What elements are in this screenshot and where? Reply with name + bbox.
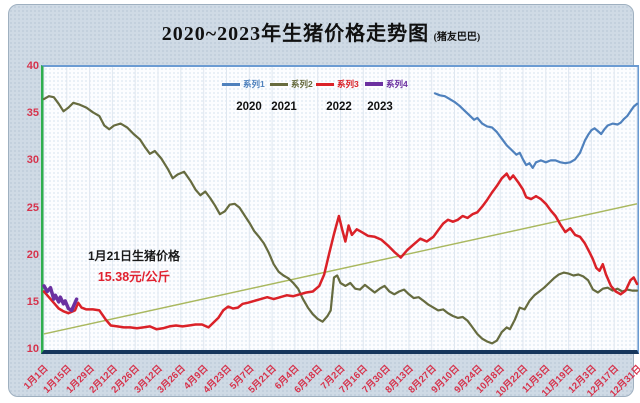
- legend-swatch-2022: [316, 82, 334, 86]
- series-line-2022: [42, 172, 639, 331]
- price-annotation: 1月21日生猪价格 15.38元/公斤: [61, 247, 207, 285]
- legend-label-2022: 系列3: [337, 79, 359, 89]
- y-tick-label: 25: [26, 201, 39, 214]
- legend-swatch-2021: [270, 82, 288, 86]
- legend: 系列1 系列2 系列3 系列4: [9, 78, 640, 90]
- legend-year-2021: 2021: [271, 101, 297, 113]
- series-line-2023: [42, 284, 79, 313]
- legend-years: 2020 2021 2022 2023: [9, 101, 640, 115]
- y-tick-label: 15: [26, 295, 39, 308]
- chart-title-suffix: (猪友巴巴): [433, 32, 481, 43]
- legend-year-2023: 2023: [367, 101, 393, 113]
- legend-label-2023: 系列4: [386, 79, 408, 89]
- legend-item-2022: 系列3: [316, 78, 359, 90]
- trendline: [43, 203, 638, 335]
- chart-panel: 2020~2023年生猪价格走势图 (猪友巴巴) 10 15 20 25 30 35 40 …: [8, 4, 640, 399]
- legend-year-2022: 2022: [326, 101, 352, 113]
- x-axis-labels: 1月1日 1月15日 1月29日 2月12日 2月26日 3月12日 3月26日 4月9日 4月…: [9, 355, 640, 403]
- legend-item-2021: 系列2: [270, 78, 313, 90]
- y-tick-label: 20: [26, 248, 39, 261]
- series-line-2021: [42, 95, 639, 345]
- legend-label-2020: 系列1: [243, 79, 265, 89]
- legend-item-2023: 系列4: [365, 78, 408, 90]
- y-tick-label: 10: [26, 343, 39, 355]
- y-tick-label: 30: [26, 154, 39, 167]
- legend-year-2020: 2020: [236, 101, 262, 113]
- legend-swatch-2020: [222, 82, 240, 86]
- annotation-date-line: 1月21日生猪价格: [87, 249, 181, 263]
- y-tick-label: 40: [26, 60, 39, 72]
- chart-header: 2020~2023年生猪价格走势图 (猪友巴巴): [9, 17, 633, 46]
- y-tick-label: 35: [26, 107, 39, 120]
- chart-canvas: [42, 67, 639, 350]
- plot-area: [41, 65, 639, 354]
- legend-swatch-2023: [365, 82, 383, 86]
- chart-title: 2020~2023年生猪价格走势图: [161, 23, 430, 45]
- legend-item-2020: 系列1: [222, 78, 265, 90]
- legend-label-2021: 系列2: [291, 79, 313, 89]
- annotation-price-line: 15.38元/公斤: [97, 270, 171, 284]
- series-line-2020: [433, 92, 639, 170]
